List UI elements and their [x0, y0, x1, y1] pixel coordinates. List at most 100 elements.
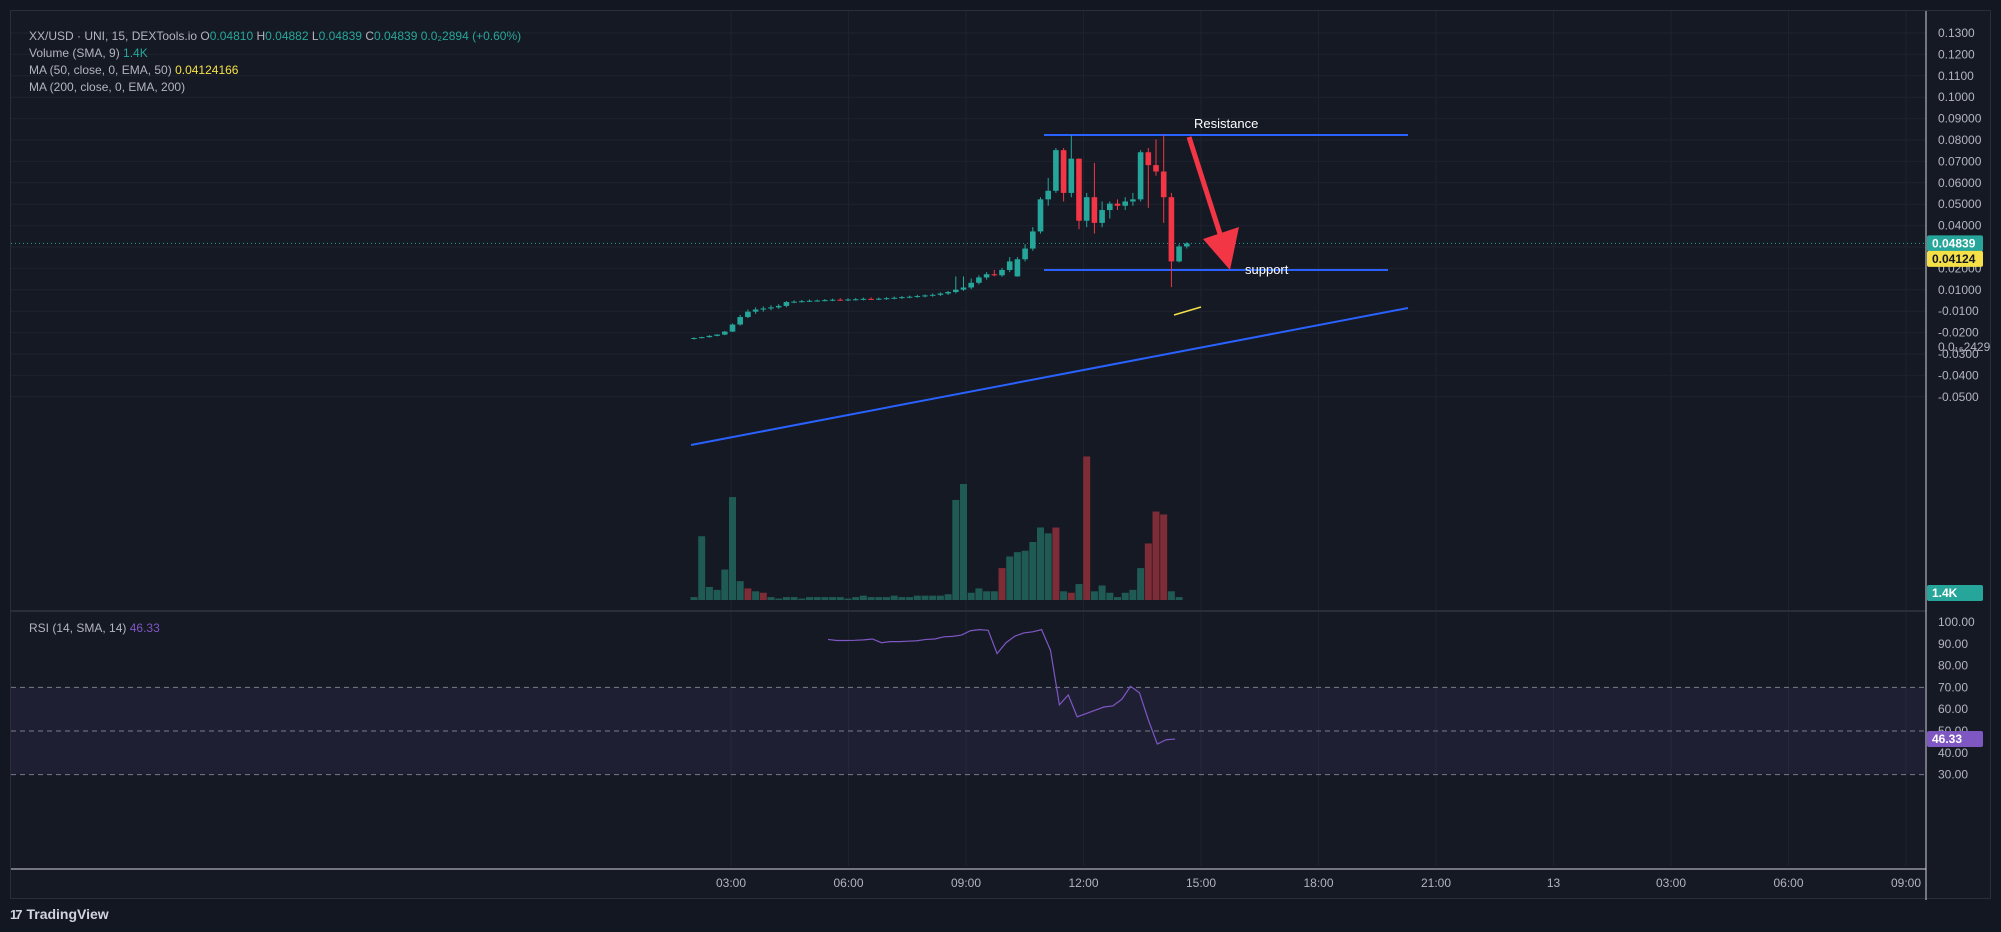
- candle-body: [1168, 197, 1175, 262]
- candle-body: [1037, 199, 1044, 232]
- candle-body: [976, 277, 982, 283]
- volume-bar: [859, 595, 867, 600]
- volume-bar: [721, 569, 729, 600]
- price-axis: 0.1300 0.1200 0.1100 0.1000 0.09000 0.08000 0.…: [1938, 26, 1991, 404]
- volume-bar: [1090, 591, 1098, 600]
- candle-body: [1076, 158, 1082, 221]
- candle-body: [1045, 190, 1051, 200]
- candle-body: [1130, 199, 1136, 202]
- time-tick-label: 06:00: [1773, 876, 1803, 890]
- candle-body: [1153, 165, 1159, 172]
- rsi-badge-bg: [1927, 731, 1983, 748]
- volume-bar: [813, 597, 821, 600]
- volume-bar: [729, 497, 736, 600]
- legend-change: 0.0₂2894 (+0.60%): [420, 29, 522, 43]
- price-tick-label: 0.09000: [1938, 112, 1982, 126]
- candle-body: [698, 337, 705, 339]
- volume-bar: [1160, 514, 1168, 600]
- candle-body: [929, 294, 936, 296]
- volume-bar: [890, 595, 898, 600]
- rsi-badge-text: 46.33: [1932, 732, 1962, 746]
- volume-bar: [1114, 597, 1121, 600]
- rsi-line: [827, 628, 1176, 745]
- candle-body: [868, 298, 874, 300]
- tradingview-logo[interactable]: 17 TradingView: [10, 904, 109, 924]
- volume-badge-text: 1.4K: [1932, 586, 1958, 600]
- candle-body: [906, 296, 913, 298]
- legend-low: 0.04839: [318, 29, 362, 43]
- candle-body: [1122, 201, 1128, 206]
- legend-ma50-value: 0.04124166: [175, 63, 239, 77]
- candle-body: [960, 287, 967, 290]
- candle-body: [845, 299, 851, 301]
- legend-ma50-row[interactable]: MA (50, close, 0, EMA, 50) 0.04124166: [29, 63, 239, 77]
- candle-body: [1137, 152, 1144, 200]
- candle-body: [922, 295, 928, 297]
- volume-bar: [852, 597, 860, 600]
- volume-bar: [744, 588, 752, 600]
- volume-bar: [759, 592, 767, 600]
- volume-bar: [1152, 511, 1160, 600]
- volume-bar: [867, 597, 875, 600]
- time-axis: 03:00 06:00 09:00 12:00 15:00 18:00 21:00 13 03:…: [716, 876, 1921, 890]
- candle-body: [1060, 150, 1067, 193]
- volume-bar: [1137, 568, 1145, 600]
- volume-bar: [736, 581, 744, 600]
- legend-ma200-row[interactable]: MA (200, close, 0, EMA, 200): [29, 80, 186, 94]
- volume-badge-bg: [1927, 585, 1983, 601]
- last-price-badge-bg: [1927, 235, 1983, 252]
- legend-volume-row[interactable]: Volume (SMA, 9) 1.4K: [29, 46, 148, 60]
- candle-body: [883, 298, 890, 300]
- volume-bar: [990, 591, 998, 600]
- time-tick-label: 03:00: [716, 876, 746, 890]
- volume-bar: [1098, 585, 1106, 600]
- candle-body: [1083, 197, 1090, 221]
- candle-body: [783, 302, 790, 306]
- volume-bar: [1044, 533, 1052, 600]
- price-tick-label: 0.01000: [1938, 283, 1982, 297]
- price-tick-label: 0.06000: [1938, 176, 1982, 190]
- price-tick-label: 0.08000: [1938, 133, 1982, 147]
- candle-body: [1068, 158, 1075, 193]
- volume-bar: [752, 591, 760, 600]
- candle-body: [1114, 203, 1121, 206]
- rsi-legend[interactable]: RSI (14, SMA, 14) 46.33: [29, 621, 160, 635]
- support-label: support: [1245, 262, 1289, 277]
- rsi-tick-label: 100.00: [1938, 615, 1975, 629]
- candle-body: [852, 299, 859, 301]
- volume-bar: [1144, 543, 1152, 600]
- candle-body: [760, 308, 767, 310]
- price-tick-label: 0.1100: [1938, 69, 1974, 83]
- rsi-tick-label: 70.00: [1938, 680, 1968, 694]
- time-tick-label: 03:00: [1656, 876, 1686, 890]
- volume-bar: [821, 597, 829, 600]
- volume-bar: [975, 588, 983, 600]
- price-tick-label: 0.1200: [1938, 47, 1975, 61]
- volume-bar: [1129, 589, 1137, 600]
- legend-symbol: XX/USD · UNI, 15, DEXTools.io: [29, 29, 198, 43]
- candle-body: [829, 299, 836, 301]
- candle-body: [891, 297, 897, 299]
- volume-bar: [798, 598, 806, 600]
- candle-body: [953, 289, 959, 293]
- resistance-label: Resistance: [1194, 116, 1258, 131]
- tradingview-brand-text: TradingView: [26, 906, 109, 922]
- chart-frame[interactable]: 0.1300 0.1200 0.1100 0.1000 0.09000 0.08000 0.…: [10, 10, 1992, 900]
- volume-bar: [944, 594, 952, 600]
- candle-body: [1145, 152, 1152, 166]
- volume-badge: 1.4K: [1927, 585, 1983, 601]
- price-tick-label: -0.0500: [1938, 390, 1979, 404]
- legend-high: 0.04882: [265, 29, 309, 43]
- legend-volume-value: 1.4K: [123, 46, 148, 60]
- volume-bar: [775, 598, 783, 600]
- volume-bar: [952, 499, 960, 600]
- price-tick-label: -0.0200: [1938, 326, 1979, 340]
- rsi-tick-label: 80.00: [1938, 659, 1968, 673]
- price-tick-label: -0.0400: [1938, 368, 1979, 382]
- last-price-badge-text: 0.04839: [1932, 236, 1976, 250]
- ascending-trendline: [690, 307, 1409, 446]
- candle-body: [768, 307, 774, 309]
- volume-bar: [806, 597, 813, 600]
- chart-canvas[interactable]: 0.1300 0.1200 0.1100 0.1000 0.09000 0.08000 0.…: [11, 11, 1992, 900]
- rsi-tick-label: 60.00: [1938, 702, 1968, 716]
